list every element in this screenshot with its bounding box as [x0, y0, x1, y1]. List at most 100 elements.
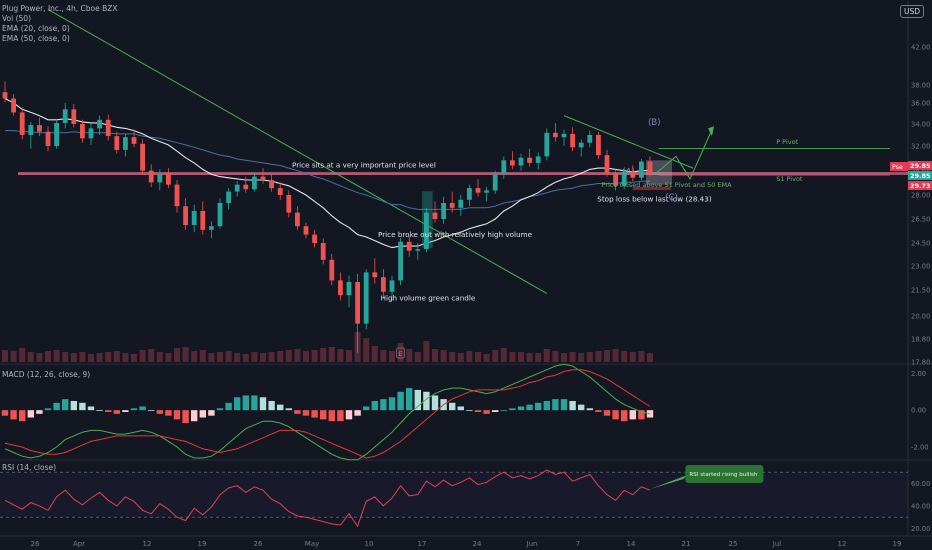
rsi-label[interactable]: RSI (14, close)	[2, 463, 57, 472]
time-tick-label: 10	[365, 540, 374, 548]
pane-0	[0, 0, 908, 364]
macd-histogram-bar	[500, 410, 507, 411]
macd-histogram-bar	[79, 402, 86, 411]
candle-body	[226, 191, 231, 203]
candle-body	[561, 133, 567, 138]
macd-histogram-bar	[414, 389, 421, 411]
macd-histogram-bar	[517, 406, 525, 411]
volume-bar	[595, 351, 602, 362]
price-badge-label: 29.73	[910, 182, 931, 190]
candle-body	[243, 184, 249, 190]
macd-histogram-bar	[320, 410, 327, 420]
volume-bar	[294, 349, 301, 362]
macd-histogram-bar	[27, 410, 34, 418]
candle-body	[174, 184, 180, 207]
rsi-band-fill	[0, 472, 908, 518]
macd-histogram-bar	[44, 408, 52, 411]
candle-body	[596, 135, 601, 156]
candle-body	[441, 203, 446, 219]
rsi-tick-label: 40.00	[911, 502, 930, 510]
volume-bar	[380, 350, 387, 362]
candle-body	[140, 143, 145, 171]
volume-bar	[483, 354, 490, 362]
candle-body	[553, 132, 558, 138]
candle-body	[492, 174, 498, 191]
macd-histogram-bar	[208, 410, 215, 416]
candle-body	[432, 212, 438, 219]
macd-histogram-bar	[560, 399, 568, 411]
volume-bar	[371, 346, 378, 362]
time-tick-label: 26	[31, 540, 40, 548]
macd-histogram-bar	[371, 400, 378, 411]
rsi-tick-label: 60.00	[911, 480, 930, 488]
projection-arrow	[708, 126, 714, 137]
macd-histogram-bar	[53, 402, 60, 411]
macd-histogram-bar	[363, 406, 370, 411]
macd-signal-line	[4, 369, 651, 459]
candle-body	[105, 119, 111, 137]
candle-body	[11, 98, 16, 113]
macd-histogram-bar	[259, 397, 267, 411]
macd-histogram-bar	[354, 410, 361, 416]
volume-bar	[328, 347, 335, 362]
volume-bar	[122, 353, 129, 362]
macd-histogram-bar	[483, 410, 490, 414]
rsi-callout-label: RSI started rising bullish	[689, 472, 758, 478]
candle-body	[260, 176, 266, 181]
volume-bar	[260, 353, 266, 362]
volume-bar	[199, 350, 206, 362]
symbol-title[interactable]: Plug Power, Inc., 4h, Cboe BZX	[2, 4, 118, 13]
currency-badge[interactable]: USD	[899, 5, 924, 18]
macd-histogram-bar	[62, 399, 69, 411]
candle-body	[2, 92, 8, 99]
indicator-ema20[interactable]: EMA (20, close, 0)	[2, 24, 70, 33]
macd-histogram-bar	[629, 410, 636, 420]
candle-body	[604, 155, 610, 174]
candle-body	[148, 170, 154, 183]
price-tick-label: 17.80	[911, 359, 930, 367]
volume-bar	[88, 354, 94, 362]
candle-body	[54, 122, 59, 146]
macd-label[interactable]: MACD (12, 26, close, 9)	[2, 370, 91, 379]
macd-histogram-bar	[423, 391, 430, 411]
candle-body	[467, 188, 472, 200]
support-zone	[18, 172, 908, 175]
volume-bar	[113, 351, 120, 362]
macd-histogram-bar	[1, 410, 9, 416]
candle-body	[209, 226, 214, 230]
chart-annotation: Price sits at a very important price lev…	[292, 160, 436, 169]
volume-bar	[406, 349, 413, 362]
chart-legend: Plug Power, Inc., 4h, Cboe BZX Vol (50) …	[2, 4, 118, 44]
volume-bar	[647, 353, 653, 362]
macd-histogram-bar	[19, 410, 26, 422]
macd-histogram-bar	[199, 410, 206, 418]
time-tick-label: May	[305, 540, 319, 548]
candle-body	[200, 211, 206, 230]
candle-body	[80, 124, 85, 139]
macd-histogram-bar	[277, 404, 284, 411]
indicator-ema50[interactable]: EMA (50, close, 0)	[2, 34, 70, 43]
volume-bar	[268, 352, 275, 362]
time-tick-label: 19	[893, 540, 902, 548]
price-tick-label: 21.50	[911, 287, 930, 295]
candle-body	[19, 112, 25, 135]
volume-bar	[466, 351, 473, 362]
candle-body	[484, 190, 489, 193]
macd-histogram-bar	[492, 410, 499, 412]
macd-histogram-bar	[156, 410, 163, 414]
candle-body	[639, 161, 644, 178]
volume-bar	[182, 347, 189, 362]
volume-bar	[96, 353, 103, 362]
macd-histogram-bar	[595, 410, 602, 412]
ema20-line	[4, 98, 650, 249]
macd-histogram-bar	[431, 395, 439, 411]
chart-annotation: Price broke out with relatively high vol…	[378, 230, 533, 239]
macd-histogram-bar	[474, 410, 482, 412]
candle-body	[613, 173, 618, 186]
candle-body	[527, 157, 532, 163]
macd-histogram-bar	[380, 399, 387, 411]
candle-body	[630, 172, 636, 178]
candle-body	[303, 226, 309, 235]
indicator-vol[interactable]: Vol (50)	[2, 14, 32, 23]
